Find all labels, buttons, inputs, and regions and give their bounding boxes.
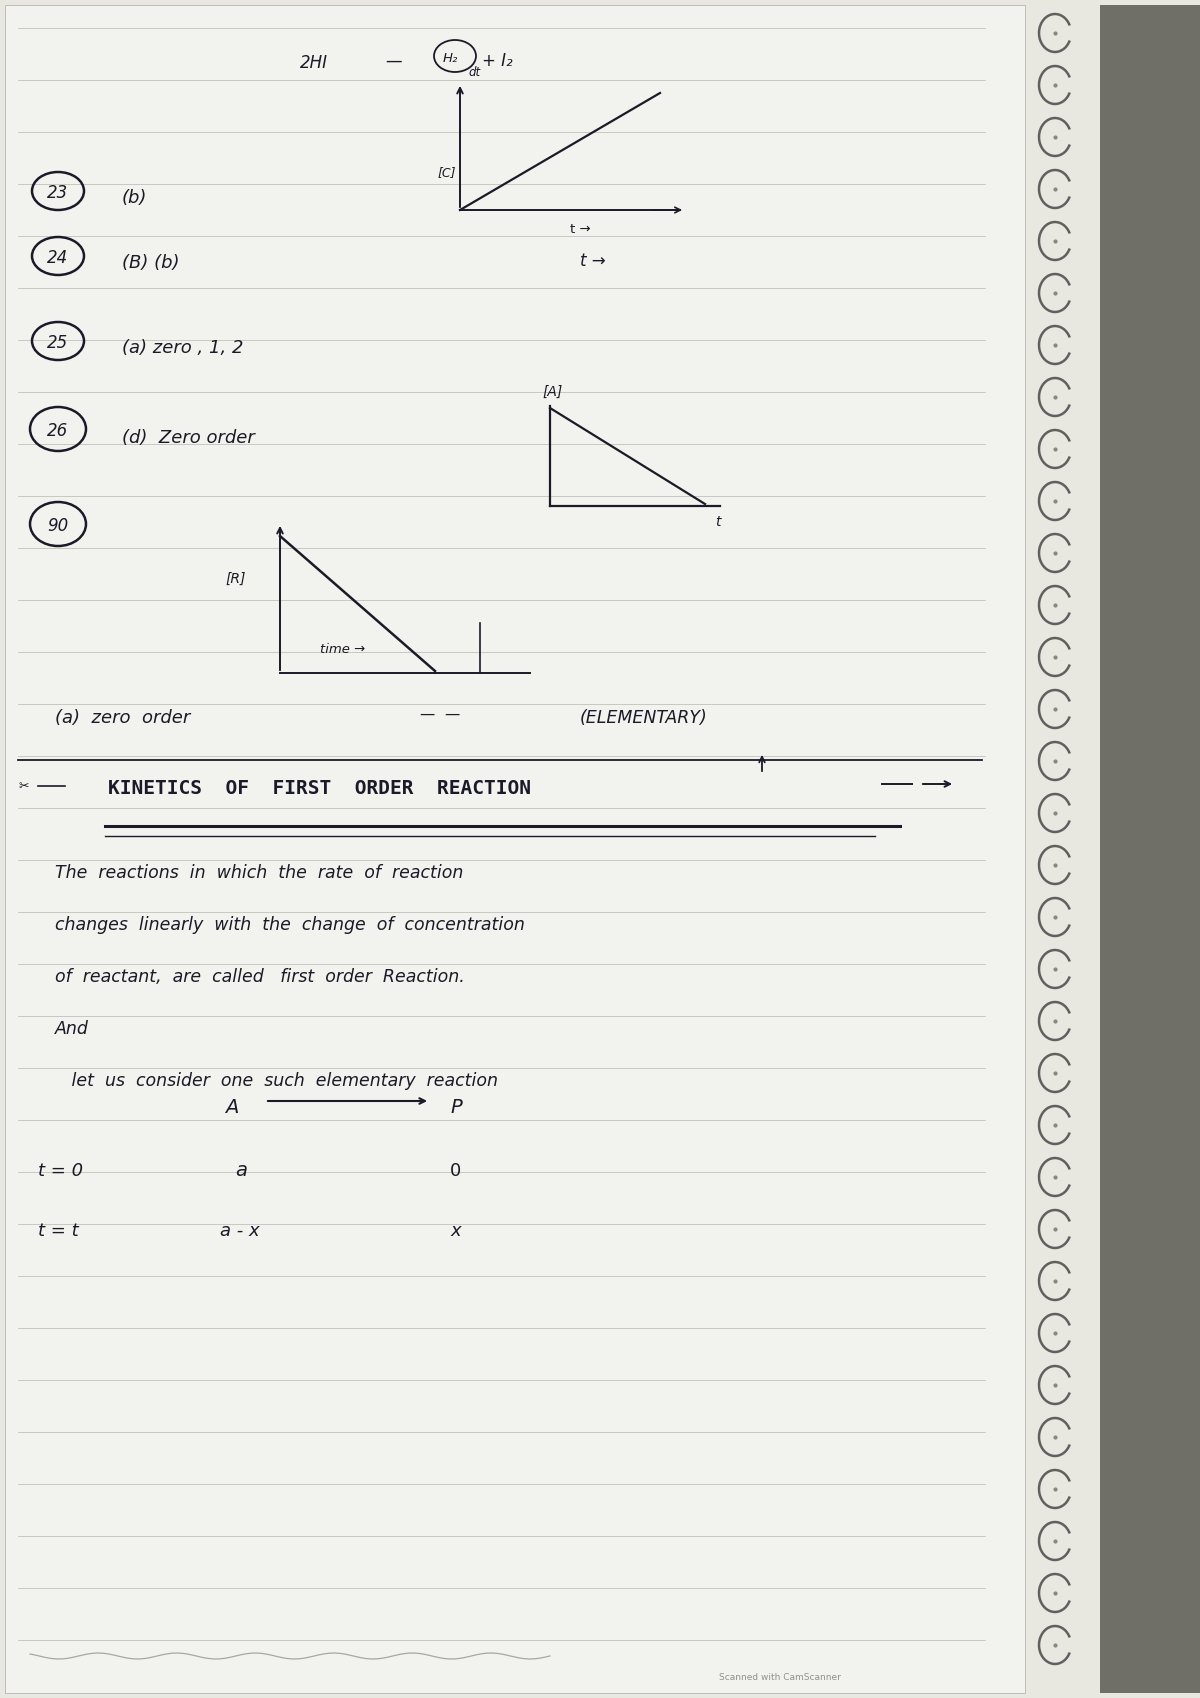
Text: 0: 0	[450, 1161, 461, 1180]
Text: The  reactions  in  which  the  rate  of  reaction: The reactions in which the rate of react…	[55, 864, 463, 881]
Text: KINETICS  OF  FIRST  ORDER  REACTION: KINETICS OF FIRST ORDER REACTION	[108, 779, 530, 798]
Text: (B) (b): (B) (b)	[122, 255, 180, 272]
Text: changes  linearly  with  the  change  of  concentration: changes linearly with the change of conc…	[55, 915, 524, 934]
Text: 23: 23	[47, 183, 68, 202]
Text: ✂: ✂	[18, 779, 29, 793]
Text: 2HI: 2HI	[300, 54, 328, 71]
Text: 26: 26	[47, 423, 68, 440]
Text: And: And	[55, 1020, 89, 1037]
Text: A: A	[226, 1099, 239, 1117]
Text: [R]: [R]	[226, 572, 245, 586]
Text: —: —	[385, 53, 402, 70]
Text: (a) zero , 1, 2: (a) zero , 1, 2	[122, 340, 244, 357]
Text: + I₂: + I₂	[482, 53, 512, 70]
Text: H₂: H₂	[443, 53, 458, 65]
Text: x: x	[450, 1223, 461, 1240]
Text: 24: 24	[47, 250, 68, 267]
Text: dt: dt	[468, 66, 480, 80]
Text: [C]: [C]	[438, 166, 456, 178]
Text: (a)  zero  order: (a) zero order	[55, 710, 191, 727]
Text: time →: time →	[320, 644, 365, 655]
Text: [A]: [A]	[542, 385, 563, 399]
Text: t: t	[715, 514, 720, 530]
Text: 25: 25	[47, 335, 68, 351]
Text: t = t: t = t	[38, 1223, 79, 1240]
Text: t →: t →	[570, 222, 590, 236]
Text: let  us  consider  one  such  elementary  reaction: let us consider one such elementary reac…	[55, 1071, 498, 1090]
Text: a: a	[235, 1161, 247, 1180]
Text: 90: 90	[47, 516, 68, 535]
Text: Scanned with CamScanner: Scanned with CamScanner	[719, 1673, 841, 1683]
Text: t →: t →	[580, 251, 606, 270]
Text: t = 0: t = 0	[38, 1161, 83, 1180]
Text: a - x: a - x	[220, 1223, 259, 1240]
Text: (d)  Zero order: (d) Zero order	[122, 430, 254, 447]
FancyBboxPatch shape	[1100, 5, 1200, 1693]
FancyBboxPatch shape	[5, 5, 1025, 1693]
Text: (b): (b)	[122, 188, 148, 207]
Text: P: P	[450, 1099, 462, 1117]
Text: (ELEMENTARY): (ELEMENTARY)	[580, 710, 708, 727]
Text: —  —: — —	[420, 706, 461, 722]
Text: of  reactant,  are  called   first  order  Reaction.: of reactant, are called first order Reac…	[55, 968, 464, 987]
